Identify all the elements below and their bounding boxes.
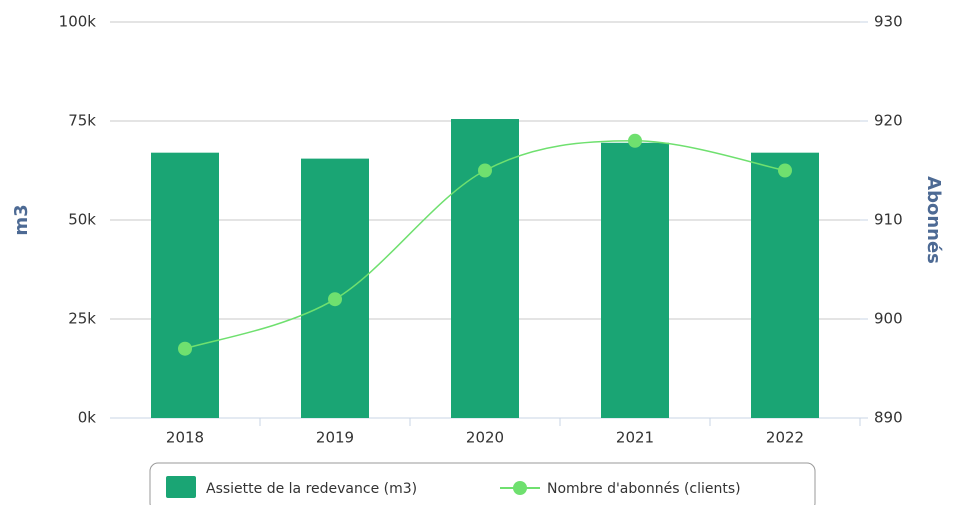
legend-dot (513, 481, 527, 495)
line-point (478, 163, 492, 178)
y2-tick-label: 900 (874, 310, 903, 328)
line-point (778, 163, 792, 178)
y2-axis-title: Abonnés (923, 176, 944, 264)
x-tick-label: 2021 (616, 429, 654, 447)
line-point (328, 292, 342, 307)
y-tick-label: 0k (78, 409, 97, 427)
y2-tick-label: 910 (874, 211, 903, 229)
y-tick-label: 50k (68, 211, 96, 229)
legend-label: Assiette de la redevance (m3) (206, 481, 417, 497)
y-tick-label: 100k (59, 13, 97, 31)
line-point (178, 341, 192, 356)
legend-label: Nombre d'abonnés (clients) (547, 481, 741, 497)
legend-box (149, 462, 816, 505)
y2-tick-label: 920 (874, 112, 903, 130)
bar (151, 152, 219, 418)
bar (301, 158, 369, 418)
legend-swatch (166, 476, 196, 498)
line-point (628, 133, 642, 148)
x-tick-label: 2018 (166, 429, 204, 447)
x-tick-label: 2019 (316, 429, 354, 447)
bar (751, 152, 819, 418)
y-axis-title: m3 (11, 204, 32, 235)
y2-tick-label: 930 (874, 13, 903, 31)
y2-tick-label: 890 (874, 409, 903, 427)
x-tick-label: 2022 (766, 429, 804, 447)
bar (601, 142, 669, 418)
y-tick-label: 25k (68, 310, 96, 328)
x-tick-label: 2020 (466, 429, 504, 447)
y-tick-label: 75k (68, 112, 96, 130)
